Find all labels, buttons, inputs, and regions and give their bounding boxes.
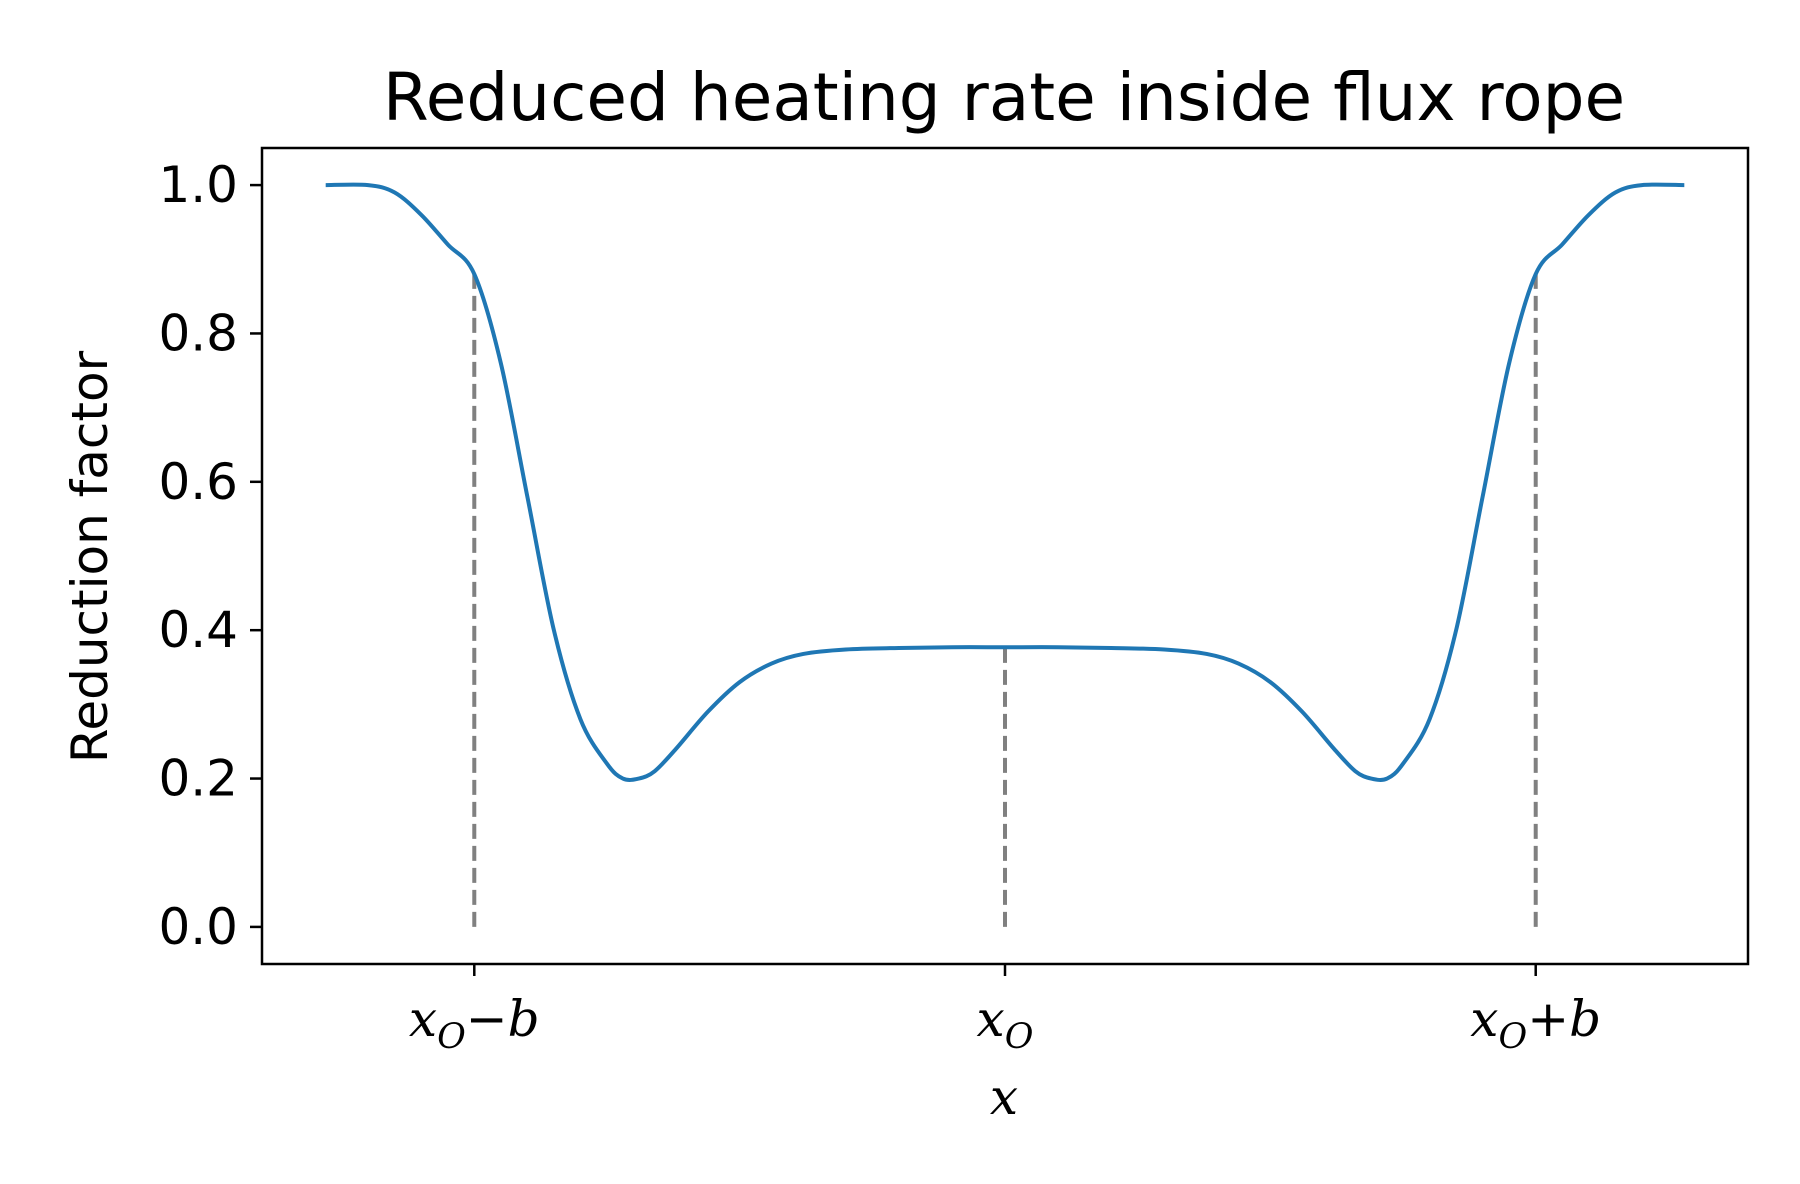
x-tick-label-1: xO	[977, 990, 1034, 1057]
chart-title: Reduced heating rate inside flux rope	[383, 59, 1625, 136]
y-tick-label-2: 0.4	[158, 601, 238, 659]
x-tick-label-0: xO−b	[409, 990, 540, 1057]
plot-area	[325, 182, 1685, 927]
y-axis-label: Reduction factor	[61, 350, 119, 763]
axes: 0.0 0.2 0.4 0.6 0.8 1.0 xO−b xO xO+b	[158, 146, 1750, 1057]
y-tick-label-1: 0.2	[158, 750, 238, 808]
x-axis-label: x	[990, 1068, 1018, 1126]
y-tick-label-3: 0.6	[158, 453, 238, 511]
y-tick-label-5: 1.0	[158, 156, 238, 214]
plot-frame	[260, 146, 1750, 966]
series-line-0	[325, 182, 1685, 782]
y-tick-label-4: 0.8	[158, 304, 238, 362]
y-tick-label-0: 0.0	[158, 898, 238, 956]
x-tick-label-2: xO+b	[1470, 990, 1601, 1057]
